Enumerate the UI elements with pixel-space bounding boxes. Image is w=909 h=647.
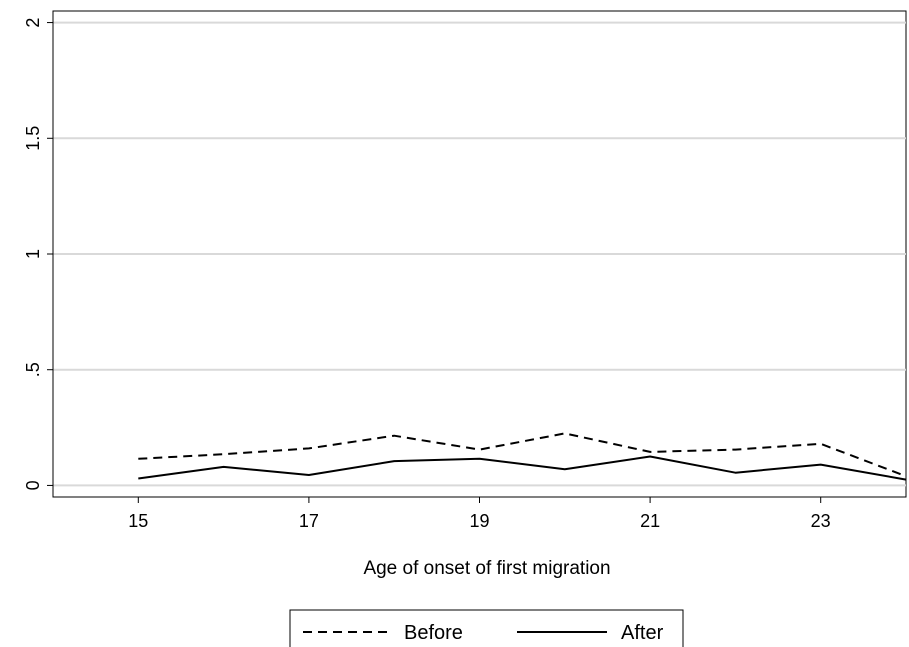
x-tick-label-3: 21	[640, 511, 660, 531]
legend-frame	[289, 609, 684, 647]
y-tick-label-4: 2	[23, 18, 43, 28]
x-tick-label-4: 23	[811, 511, 831, 531]
y-tick-label-2: 1	[23, 249, 43, 259]
series-lines	[138, 432, 907, 481]
y-tick-label-1: .5	[23, 362, 43, 377]
legend-label-before: Before	[404, 622, 463, 644]
y-tick-label-3: 1.5	[23, 126, 43, 151]
legend-label-after: After	[621, 622, 664, 644]
series-line-after	[138, 455, 907, 481]
x-axis-title: Age of onset of first migration	[363, 558, 610, 579]
y-axis-ticks: 0 .5 1 1.5 2	[23, 18, 53, 490]
x-tick-label-2: 19	[469, 511, 489, 531]
x-axis-ticks: 15 17 19 21 23	[128, 497, 831, 531]
y-tick-label-0: 0	[23, 480, 43, 490]
x-tick-label-0: 15	[128, 511, 148, 531]
gridlines	[53, 21, 906, 487]
legend: Before After	[289, 609, 684, 647]
x-tick-label-1: 17	[299, 511, 319, 531]
series-line-before	[138, 432, 907, 478]
